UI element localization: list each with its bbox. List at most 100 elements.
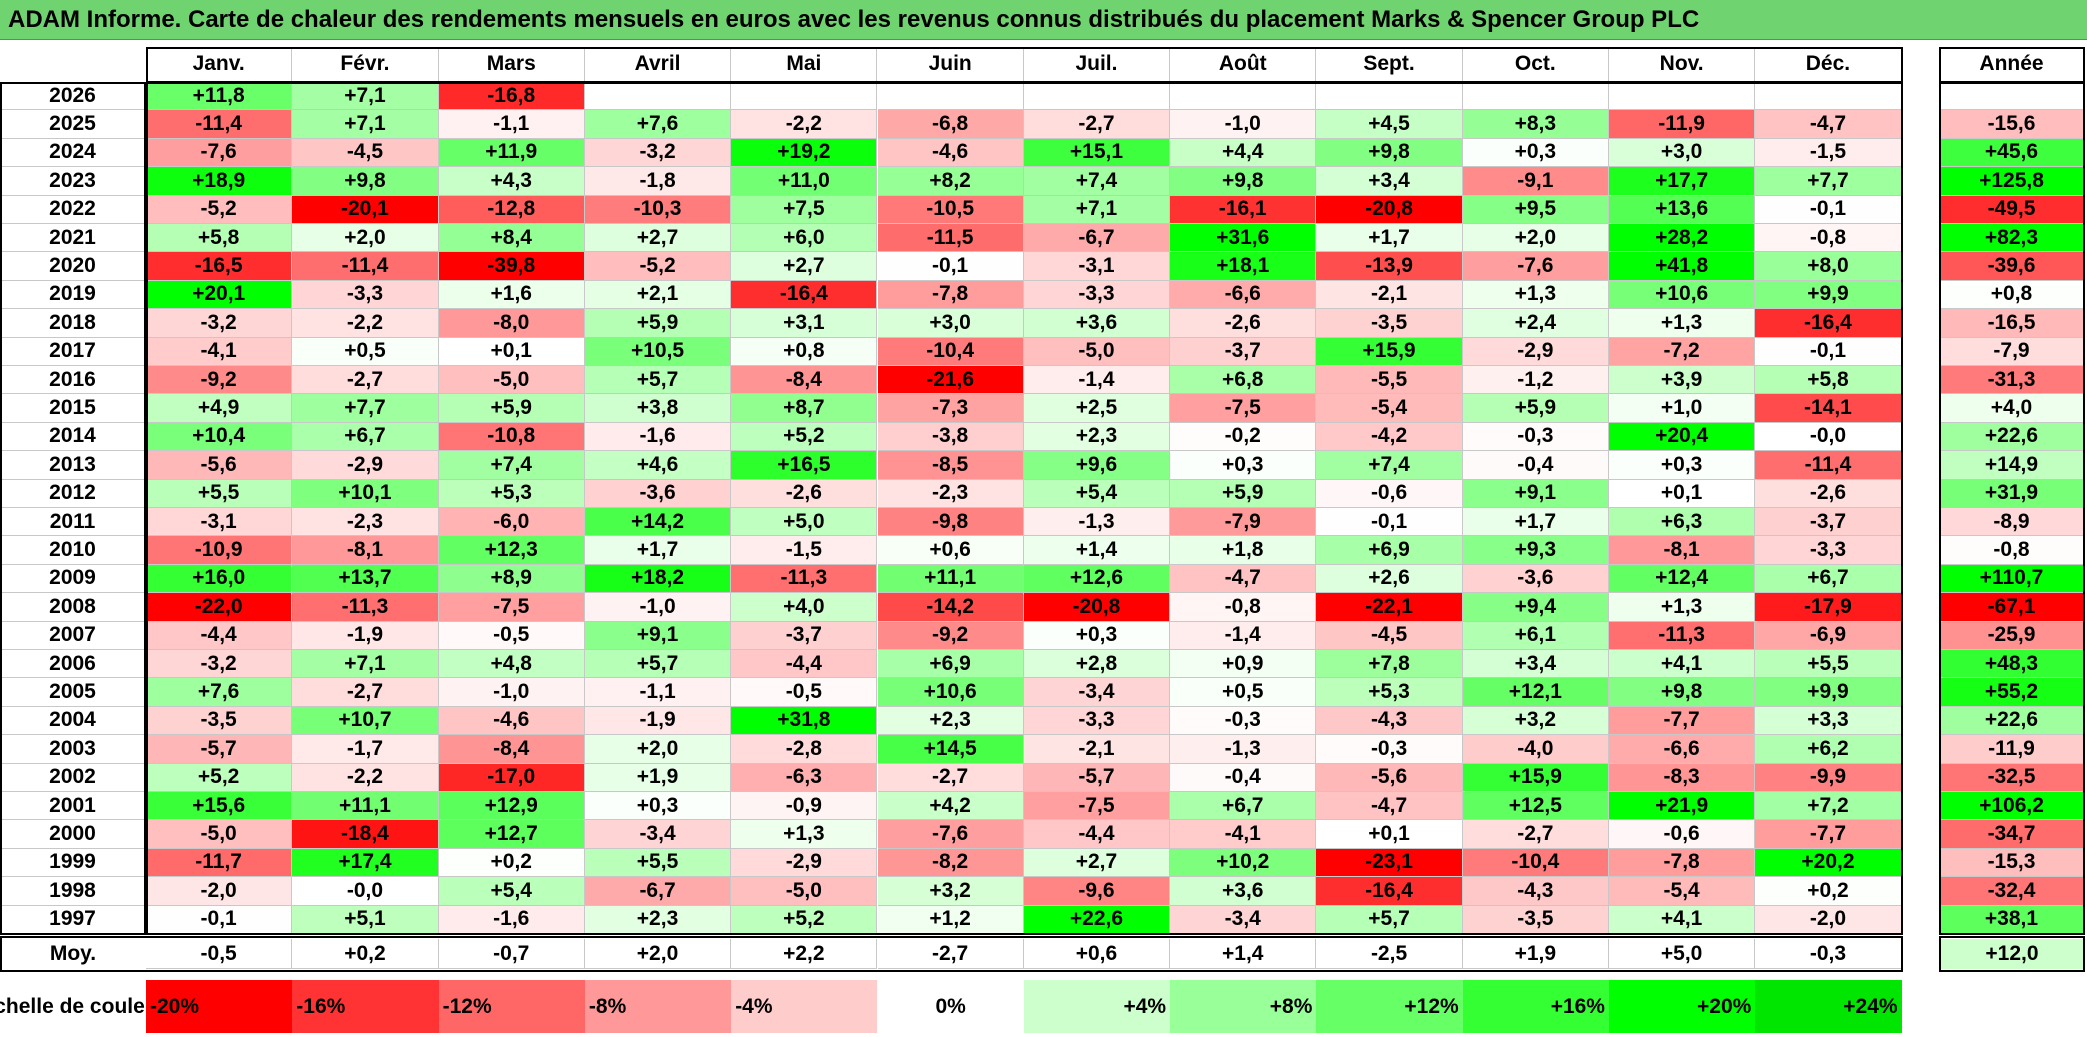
heatmap-cell: +10,5 <box>584 337 732 366</box>
heatmap-cell: -2,2 <box>292 763 439 792</box>
heatmap-cell: +10,4 <box>146 422 293 452</box>
heatmap-cell: -2,0 <box>146 877 293 906</box>
heatmap-cell: +13,6 <box>1609 195 1756 224</box>
heatmap-cell: +19,2 <box>731 138 878 168</box>
heatmap-cell <box>1023 82 1171 111</box>
heatmap-cell: +0,3 <box>1609 451 1756 480</box>
heatmap-cell: -3,3 <box>1023 706 1171 736</box>
heatmap-cell: +6,0 <box>731 224 878 253</box>
heatmap-cell: +6,9 <box>877 650 1024 679</box>
heatmap-cell: -16,4 <box>1316 877 1463 906</box>
heatmap-cell: -1,0 <box>1170 110 1317 139</box>
heatmap-cell: +0,1 <box>438 337 585 366</box>
heatmap-cell: -20,8 <box>1316 195 1463 224</box>
row-year-label: 2004 <box>0 706 146 736</box>
average-cell: -2,5 <box>1316 939 1463 969</box>
row-year-label: 2015 <box>0 394 146 423</box>
heatmap-cell: -5,6 <box>146 451 293 480</box>
heatmap-cell: -0,5 <box>438 621 585 650</box>
annual-cell: -15,3 <box>1939 848 2085 878</box>
heatmap-cell: -6,6 <box>1609 735 1756 764</box>
row-year-label: 2024 <box>0 138 146 168</box>
annual-cell: -39,6 <box>1939 252 2085 281</box>
heatmap-cell: -2,9 <box>292 451 439 480</box>
annual-cell: +0,8 <box>1939 280 2085 310</box>
column-header: Sept. <box>1316 47 1463 82</box>
heatmap-cell: -1,0 <box>438 678 585 707</box>
heatmap-cell: +5,5 <box>584 848 732 878</box>
heatmap-cell: +7,4 <box>438 451 585 480</box>
heatmap-cell: +5,2 <box>731 905 878 934</box>
heatmap-cell: -11,4 <box>1755 451 1902 480</box>
annual-cell: -67,1 <box>1939 593 2085 622</box>
heatmap-cell: +18,2 <box>584 564 732 594</box>
average-cell: +1,9 <box>1462 939 1609 969</box>
heatmap-cell: -3,3 <box>1023 280 1171 310</box>
heatmap-cell: +1,7 <box>584 536 732 565</box>
heatmap-cell: -4,7 <box>1170 564 1317 594</box>
heatmap-cell: +3,4 <box>1462 650 1609 679</box>
heatmap-cell: -2,3 <box>292 508 439 537</box>
heatmap-cell: -8,4 <box>731 366 878 395</box>
heatmap-cell: +2,0 <box>292 224 439 253</box>
column-header: Août <box>1170 47 1317 82</box>
average-cell: +2,0 <box>584 939 732 969</box>
heatmap-cell: +8,9 <box>438 564 585 594</box>
heatmap-cell: -4,6 <box>438 706 585 736</box>
column-header: Juin <box>877 47 1024 82</box>
heatmap-cell: -4,4 <box>1023 820 1171 849</box>
annual-cell: -11,9 <box>1939 735 2085 764</box>
heatmap-cell: +3,4 <box>1316 167 1463 196</box>
heatmap-cell: -0,6 <box>1316 479 1463 508</box>
heatmap-cell: -6,7 <box>1023 224 1171 253</box>
heatmap-cell: -2,2 <box>731 110 878 139</box>
annual-cell: +45,6 <box>1939 138 2085 168</box>
heatmap-cell: -16,4 <box>731 280 878 310</box>
heatmap-cell: +2,6 <box>1316 564 1463 594</box>
heatmap-cell: -11,3 <box>1609 621 1756 650</box>
heatmap-cell: +2,4 <box>1462 309 1609 338</box>
heatmap-cell: +11,1 <box>292 792 439 821</box>
heatmap-cell: -11,5 <box>877 224 1024 253</box>
heatmap-cell: -8,5 <box>877 451 1024 480</box>
heatmap-cell: -0,3 <box>1170 706 1317 736</box>
heatmap-cell: -11,3 <box>731 564 878 594</box>
row-year-label: 2012 <box>0 479 146 508</box>
heatmap-cell: -0,4 <box>1462 451 1609 480</box>
row-year-label: 2026 <box>0 82 146 111</box>
heatmap-cell: -2,6 <box>731 479 878 508</box>
heatmap-cell: -5,0 <box>1023 337 1171 366</box>
heatmap-cell: -14,1 <box>1755 394 1902 423</box>
heatmap-cell: -0,1 <box>1755 195 1902 224</box>
color-scale-stop: +24% <box>1755 980 1902 1033</box>
heatmap-cell: +2,0 <box>1462 224 1609 253</box>
heatmap-cell <box>1316 82 1463 111</box>
heatmap-cell: -13,9 <box>1316 252 1463 281</box>
row-year-label: 2003 <box>0 735 146 764</box>
annual-cell: +55,2 <box>1939 678 2085 707</box>
row-year-label: 2006 <box>0 650 146 679</box>
column-header: Déc. <box>1755 47 1902 82</box>
row-year-label: 2009 <box>0 564 146 594</box>
heatmap-cell: -1,1 <box>438 110 585 139</box>
heatmap-cell: -9,2 <box>877 621 1024 650</box>
heatmap-cell: +5,8 <box>1755 366 1902 395</box>
heatmap-cell: +7,7 <box>1755 167 1902 196</box>
heatmap-cell: -1,0 <box>584 593 732 622</box>
heatmap-cell: -4,1 <box>1170 820 1317 849</box>
heatmap-cell <box>584 82 732 111</box>
heatmap-cell: -0,2 <box>1170 422 1317 452</box>
heatmap-cell: -3,4 <box>584 820 732 849</box>
heatmap-cell: -6,6 <box>1170 280 1317 310</box>
heatmap-cell: +5,3 <box>1316 678 1463 707</box>
heatmap-cell: -20,8 <box>1023 593 1171 622</box>
heatmap-cell: +2,0 <box>584 735 732 764</box>
heatmap-cell: +31,6 <box>1170 224 1317 253</box>
heatmap-cell: +3,3 <box>1755 706 1902 736</box>
heatmap-cell: -4,7 <box>1316 792 1463 821</box>
heatmap-cell: +18,1 <box>1170 252 1317 281</box>
annual-column-header: Année <box>1939 47 2085 82</box>
heatmap-cell: -8,4 <box>438 735 585 764</box>
heatmap-cell: +7,1 <box>292 110 439 139</box>
heatmap-cell: -2,6 <box>1755 479 1902 508</box>
